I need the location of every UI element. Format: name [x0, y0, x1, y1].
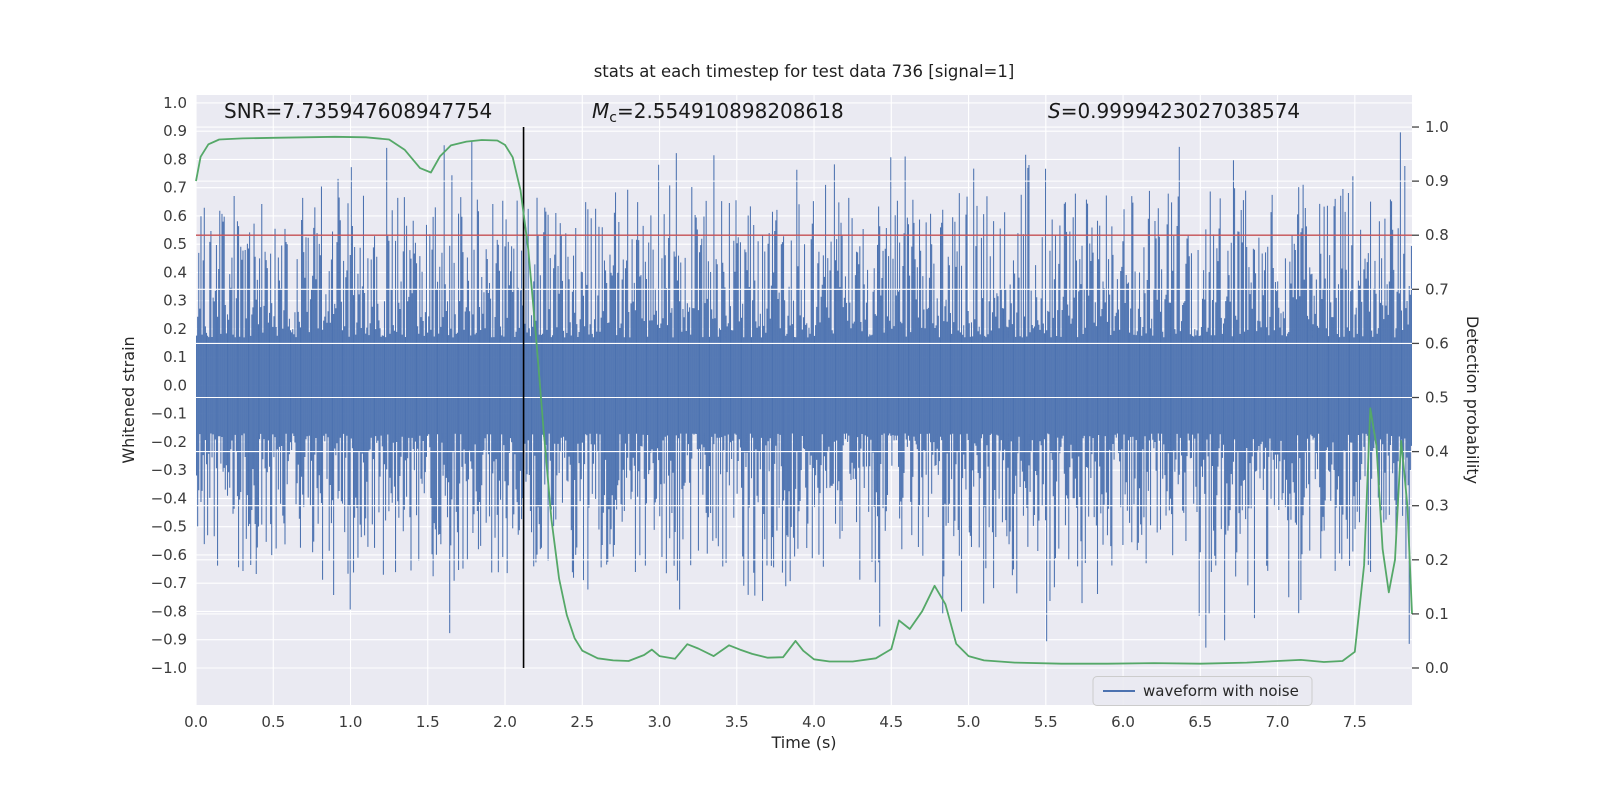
left-y-tick-label: −0.7: [151, 574, 187, 592]
left-y-tick-label: 0.6: [163, 207, 187, 225]
right-y-tick-label: 0.8: [1425, 226, 1449, 244]
x-tick-label: 7.5: [1343, 713, 1367, 731]
x-tick-label: 4.0: [802, 713, 826, 731]
right-y-tick-label: 0.3: [1425, 497, 1449, 515]
left-y-tick-label: 0.0: [163, 376, 187, 394]
chirp-mass-symbol: M: [592, 99, 609, 123]
right-y-tick-label: 0.9: [1425, 172, 1449, 190]
right-y-tick-label: 0.7: [1425, 280, 1449, 298]
left-y-tick-label: 0.5: [163, 235, 187, 253]
x-tick-label: 6.5: [1188, 713, 1212, 731]
detection-probability-layer: [195, 135, 1413, 665]
chirp-mass-subscript: c: [609, 110, 617, 126]
significance-symbol: S: [1048, 99, 1061, 123]
y-axis-label-left: Whitened strain: [119, 336, 138, 463]
left-y-tick-label: −0.8: [151, 602, 187, 620]
axis-ticks-layer: 0.0 0.5 1.0 1.5 2.0 2.5 3.0 3.5 4.0 4.5 5.0 5.5 6.0 6…: [151, 94, 1449, 731]
right-y-tick-label: 0.1: [1425, 605, 1449, 623]
left-y-tick-label: −1.0: [151, 659, 187, 677]
y-axis-label-right: Detection probability: [1463, 316, 1482, 484]
left-y-tick-label: 0.4: [163, 263, 187, 281]
x-tick-label: 2.0: [493, 713, 517, 731]
x-tick-label: 0.0: [184, 713, 208, 731]
legend-box: [1092, 676, 1313, 706]
x-tick-label: 7.0: [1266, 713, 1290, 731]
annotation-snr: SNR=7.735947608947754: [224, 99, 492, 123]
right-y-tick-label: 0.4: [1425, 443, 1449, 461]
x-tick-label: 0.5: [261, 713, 285, 731]
left-y-tick-label: 0.7: [163, 179, 187, 197]
right-y-tick-label: 0.0: [1425, 659, 1449, 677]
significance-value: =0.9999423027038574: [1061, 99, 1300, 123]
left-y-tick-label: 0.3: [163, 292, 187, 310]
left-y-tick-label: −0.6: [151, 546, 187, 564]
waveform-with-noise-series: [196, 132, 1412, 648]
chart-title: stats at each timestep for test data 736…: [594, 62, 1015, 81]
left-y-tick-label: −0.3: [151, 461, 187, 479]
left-y-tick-label: 0.9: [163, 122, 187, 140]
x-tick-label: 1.0: [339, 713, 363, 731]
x-tick-label: 5.0: [957, 713, 981, 731]
annotation-significance: S=0.9999423027038574: [1048, 99, 1300, 123]
left-y-tick-label: −0.4: [151, 489, 187, 507]
left-y-tick-label: −0.1: [151, 405, 187, 423]
x-tick-label: 5.5: [1034, 713, 1058, 731]
x-tick-label: 2.5: [570, 713, 594, 731]
left-y-tick-label: 0.1: [163, 348, 187, 366]
x-tick-label: 3.5: [725, 713, 749, 731]
left-y-tick-label: 0.8: [163, 150, 187, 168]
right-y-tick-label: 0.6: [1425, 334, 1449, 352]
left-y-tick-label: −0.5: [151, 518, 187, 536]
x-tick-label: 4.5: [879, 713, 903, 731]
annotation-chirp-mass: Mc=2.554910898208618: [592, 99, 844, 126]
legend: waveform with noise: [1092, 676, 1313, 706]
left-y-tick-label: 1.0: [163, 94, 187, 112]
x-axis-label: Time (s): [770, 733, 836, 752]
x-tick-label: 6.0: [1111, 713, 1135, 731]
left-y-tick-label: −0.9: [151, 631, 187, 649]
right-y-tick-label: 0.5: [1425, 389, 1449, 407]
waveform-layer: [196, 132, 1412, 648]
x-tick-label: 3.0: [648, 713, 672, 731]
left-y-tick-label: 0.2: [163, 320, 187, 338]
detection-probability-series: [195, 135, 1413, 665]
x-tick-label: 1.5: [416, 713, 440, 731]
left-y-tick-label: −0.2: [151, 433, 187, 451]
right-y-tick-label: 1.0: [1425, 118, 1449, 136]
gridlines-over: [196, 126, 1412, 669]
right-y-tick-label: 0.2: [1425, 551, 1449, 569]
chirp-mass-value: =2.554910898208618: [617, 99, 844, 123]
legend-entry-label: waveform with noise: [1143, 682, 1299, 700]
